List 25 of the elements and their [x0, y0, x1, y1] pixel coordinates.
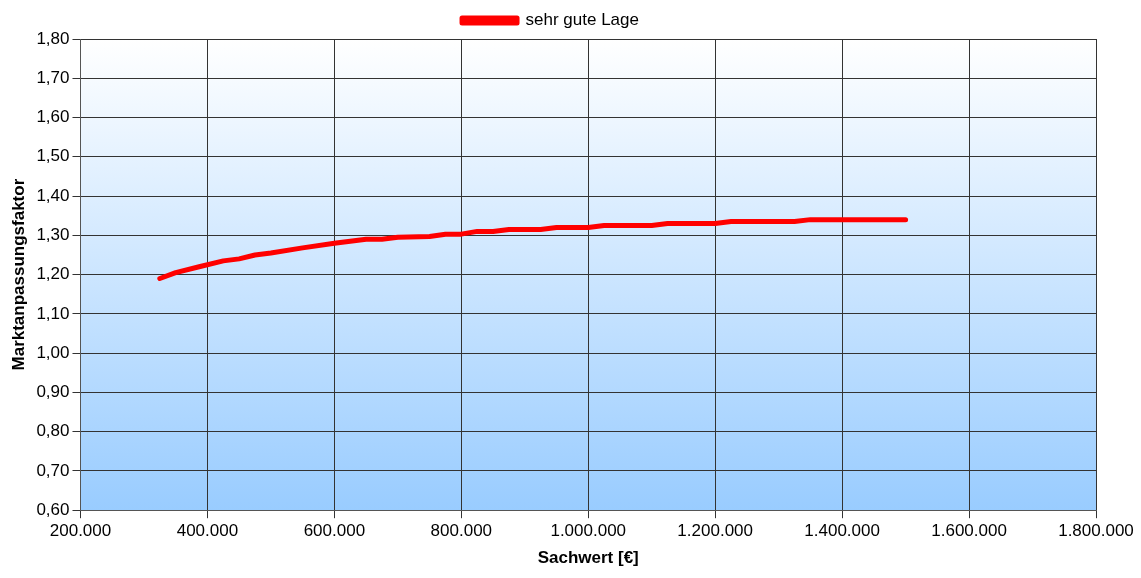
y-tick-label: 0,80	[36, 421, 70, 441]
x-tick-label: 600.000	[303, 521, 366, 541]
y-tick-label: 0,90	[36, 382, 70, 402]
x-tick-label: 1.400.000	[804, 521, 880, 541]
y-tick-label: 1,80	[36, 28, 70, 48]
y-tick-label: 1,40	[36, 185, 70, 205]
legend-label: sehr gute Lage	[525, 10, 639, 30]
x-tick-label: 200.000	[49, 521, 112, 541]
y-axis-title: Marktanpassungsfaktor	[8, 178, 28, 371]
y-tick-label: 1,50	[36, 146, 70, 166]
y-tick-label: 1,60	[36, 107, 70, 127]
y-tick-label: 1,00	[36, 342, 70, 362]
y-tick-label: 1,20	[36, 264, 70, 284]
y-tick-label: 1,70	[36, 67, 70, 87]
y-tick-label: 1,30	[36, 225, 70, 245]
x-axis-title: Sachwert [€]	[537, 548, 639, 568]
y-tick-label: 0,60	[36, 499, 70, 519]
x-tick-label: 400.000	[176, 521, 239, 541]
x-tick-label: 1.800.000	[1058, 521, 1134, 541]
x-tick-label: 1.600.000	[931, 521, 1007, 541]
x-tick-label: 1.000.000	[550, 521, 627, 541]
x-tick-label: 1.200.000	[677, 521, 753, 541]
y-tick-label: 0,70	[36, 460, 70, 480]
y-tick-label: 1,10	[36, 303, 70, 323]
x-tick-label: 800.000	[430, 521, 493, 541]
